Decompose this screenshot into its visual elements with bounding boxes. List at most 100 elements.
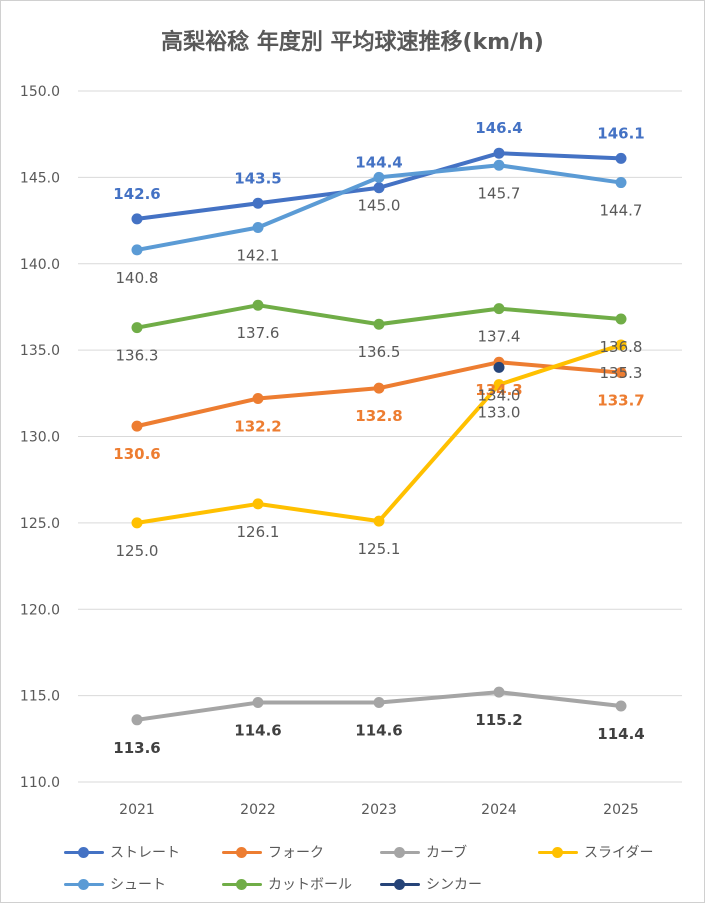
y-tick-label: 115.0 [20,689,60,705]
legend-label: フォーク [268,845,324,861]
data-point [615,700,627,712]
data-point [131,714,143,726]
data-point [131,420,143,432]
data-label: 113.6 [113,739,160,757]
legend-swatch [536,845,580,859]
data-point [252,197,264,209]
data-label: 114.6 [355,722,402,740]
data-label: 133.0 [478,404,521,422]
data-point [493,147,505,159]
legend-item: シュート [62,870,166,898]
data-point [252,498,264,510]
series-points [131,147,627,726]
legend-label: スライダー [584,845,654,861]
data-point [493,303,505,315]
legend-item: フォーク [220,838,324,866]
x-axis-tick-labels: 2021 2022 2023 2024 2025 [119,802,639,818]
data-label: 136.5 [358,343,401,361]
data-labels: 142.6 143.5 144.4 146.4 146.1 130.6 132.2 132.8… [113,119,644,757]
x-tick-label: 2023 [361,802,397,818]
y-tick-label: 135.0 [20,343,60,359]
data-label: 135.3 [600,364,643,382]
data-point [615,339,627,351]
y-tick-label: 120.0 [20,602,60,618]
data-point [252,697,264,709]
data-label: 136.8 [600,338,643,356]
data-label: 130.6 [113,445,160,463]
legend-swatch [220,877,264,891]
legend-item: カーブ [378,838,467,866]
data-label: 142.1 [237,246,280,264]
data-label: 143.5 [234,169,281,187]
data-point [131,322,143,334]
data-point [373,171,385,183]
data-label: 134.3 [475,381,522,399]
data-label: 115.2 [475,711,522,729]
data-label: 146.1 [597,124,644,142]
data-point [615,152,627,164]
data-point [373,318,385,330]
data-label: 125.1 [358,540,401,558]
data-label: 114.6 [234,722,281,740]
data-label: 145.0 [358,196,401,214]
data-label: 137.4 [478,328,521,346]
legend-label: シュート [110,877,166,893]
y-tick-label: 125.0 [20,516,60,532]
data-point [373,515,385,527]
data-point [615,367,627,379]
data-point [252,299,264,311]
y-axis-tick-labels: 110.0 115.0 120.0 125.0 130.0 135.0 140.0 145.0… [20,84,60,791]
data-point [493,361,505,373]
y-tick-label: 145.0 [20,170,60,186]
series-line-3 [135,342,623,525]
legend-label: カットボール [268,877,352,893]
data-point [252,221,264,233]
data-point [615,177,627,189]
data-label: 133.7 [597,392,644,410]
data-label: 114.4 [597,725,644,743]
data-point [493,159,505,171]
y-tick-label: 130.0 [20,430,60,446]
legend-item: スライダー [536,838,653,866]
x-tick-label: 2021 [119,802,155,818]
x-tick-label: 2022 [240,802,276,818]
data-label: 136.3 [116,347,159,365]
x-tick-label: 2025 [603,802,639,818]
data-label: 137.6 [237,324,280,342]
data-point [131,213,143,225]
data-point [373,182,385,194]
x-tick-label: 2024 [481,802,517,818]
data-label: 142.6 [113,185,160,203]
data-point [373,382,385,394]
data-label: 126.1 [237,523,280,541]
y-tick-label: 140.0 [20,257,60,273]
y-tick-label: 150.0 [20,84,60,100]
legend-item: ストレート [62,838,180,866]
legend-swatch [62,845,106,859]
data-label: 125.0 [116,542,159,560]
legend-item: シンカー [378,870,482,898]
legend-swatch [62,877,106,891]
legend-label: ストレート [110,845,180,861]
data-point [131,244,143,256]
y-tick-label: 110.0 [20,775,60,791]
gridlines [78,90,682,783]
chart-title: 高梨裕稔 年度別 平均球速推移(km/h) [161,30,544,55]
data-label: 134.0 [478,386,521,404]
legend-item: カットボール [220,870,352,898]
data-point [493,379,505,391]
legend-swatch [220,845,264,859]
data-point [493,686,505,698]
legend-label: カーブ [426,845,468,861]
data-point [615,313,627,325]
data-label: 146.4 [475,119,522,137]
data-label: 132.8 [355,407,402,425]
legend-swatch [378,877,422,891]
data-label: 145.7 [478,184,521,202]
data-label: 132.2 [234,417,281,435]
data-point [252,392,264,404]
legend-label: シンカー [426,877,482,893]
data-label: 144.4 [355,154,402,172]
